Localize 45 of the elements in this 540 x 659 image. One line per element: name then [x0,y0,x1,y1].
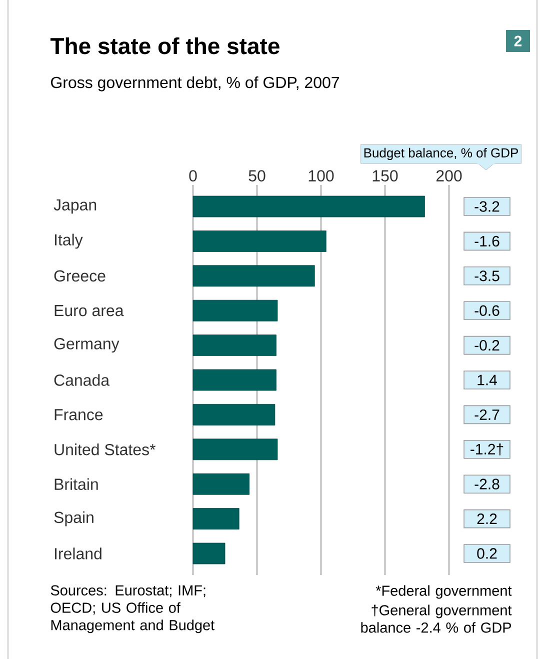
chart-title: The state of the state [50,37,280,54]
y-tick-label: Spain [54,511,94,526]
text: †General government balance -2.4 % of GDP [361,604,512,633]
y-tick-label: Ireland [55,548,102,560]
bar [192,265,315,287]
data-label: -3.2 [474,201,500,212]
y-tick-label: Italy [55,234,83,249]
bar [192,300,278,322]
bar [192,196,425,218]
chart-subtitle: Gross government debt, % of GDP, 2007 [51,76,340,92]
y-tick-label: Germany [54,338,120,353]
text: Budget balance, % of GDP [364,148,518,160]
x-tick-label: 0 [189,170,197,182]
bar [192,508,240,530]
bar [192,369,276,391]
data-label: -3.5 [474,270,500,282]
y-tick-label: Greece [54,270,106,282]
y-tick-label: Canada [54,374,110,386]
y-tick-label: United States* [54,444,156,456]
data-label: -2.8 [474,478,500,490]
data-label: -1.2† [470,443,504,456]
x-tick-label: 150 [372,170,398,182]
y-tick-label: France [54,409,103,420]
text: 2 [514,36,522,46]
y-tick-label: Japan [54,199,96,214]
x-tick-label: 50 [248,170,266,182]
bar [192,230,326,252]
data-label: -0.6 [474,305,500,316]
data-label: -0.2 [474,340,500,351]
data-label: 0.2 [477,548,497,559]
y-tick-label: Euro area [54,305,124,316]
source-note: Sources: Eurostat; IMF; OECD; US Office of Management and Budget [50,585,215,634]
data-label: 1.4 [478,374,497,386]
bar [192,404,276,426]
x-tick-label: 100 [308,170,334,182]
data-label: 2.2 [477,514,497,524]
text: *Federal government [376,585,512,599]
data-label: -2.7 [474,409,500,420]
bar [192,542,226,564]
y-tick-label: Britain [54,478,98,490]
data-label: -1.6 [474,236,500,247]
bar [192,334,276,356]
bar [192,438,278,460]
bar [192,473,250,495]
x-tick-label: 200 [436,170,462,182]
